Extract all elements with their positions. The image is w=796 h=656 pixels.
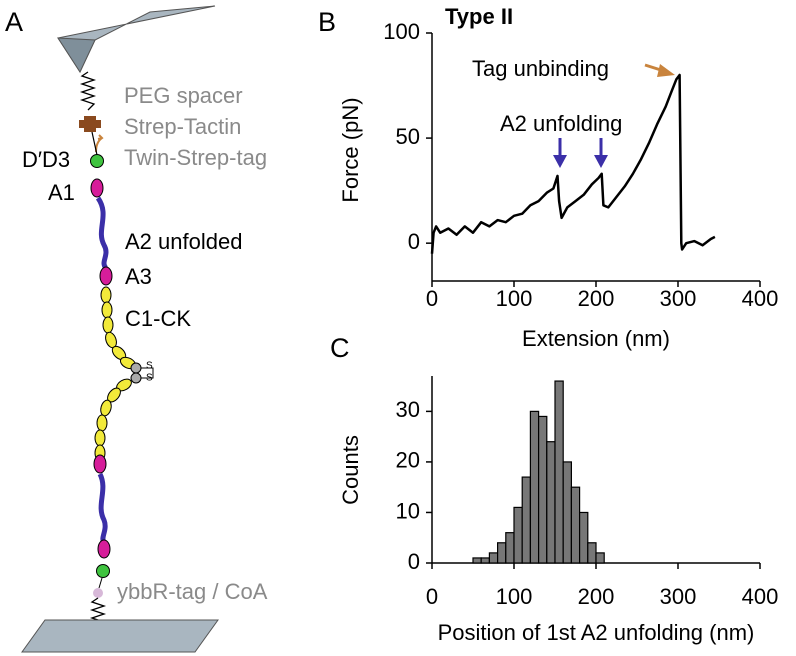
histogram-bar xyxy=(480,557,491,564)
diagram-label: Twin-Strep-tag xyxy=(124,145,267,170)
a1-domain xyxy=(90,178,104,198)
ybbr-tag xyxy=(93,588,103,598)
x-axis-label: Position of 1st A2 unfolding (nm) xyxy=(438,620,755,645)
histogram-bar xyxy=(562,461,573,564)
y-tick-label: 50 xyxy=(396,124,420,149)
histogram-bar xyxy=(505,532,515,564)
ck-knot xyxy=(130,362,142,374)
x-tick-label: 300 xyxy=(660,286,697,311)
histogram-bar xyxy=(578,511,589,564)
diagram-label: C1-CK xyxy=(125,306,191,331)
diagram-label: D′D3 xyxy=(22,147,70,172)
ck-knot xyxy=(130,372,142,384)
diagram-label: PEG spacer xyxy=(124,83,243,108)
x-tick-label: 400 xyxy=(742,286,779,311)
diagram-label: A2 unfolded xyxy=(125,229,242,254)
diagram-label: A1 xyxy=(48,180,75,205)
linker xyxy=(91,131,98,156)
a2-unfolded xyxy=(97,472,108,544)
diagram-label: Strep-Tactin xyxy=(124,114,241,139)
y-tick-label: 0 xyxy=(408,229,420,254)
linker xyxy=(98,577,103,589)
x-tick-label: 200 xyxy=(578,286,615,311)
annotation: Tag unbinding xyxy=(472,56,609,81)
histogram-bar xyxy=(595,552,605,564)
peg-spring xyxy=(79,71,97,111)
y-tick-label: 30 xyxy=(396,397,420,422)
x-tick-label: 0 xyxy=(426,584,438,609)
histogram-bar xyxy=(529,410,540,564)
panel-letter: C xyxy=(330,333,350,363)
x-tick-label: 100 xyxy=(496,584,533,609)
histogram-bar xyxy=(488,552,499,564)
a3-domain xyxy=(99,266,113,286)
disulfide xyxy=(141,367,154,379)
disulfide-label: S xyxy=(146,373,153,384)
y-axis-label: Counts xyxy=(338,435,363,505)
y-tick-label: 0 xyxy=(408,549,420,574)
force-trace xyxy=(430,73,716,254)
disulfide-label: S xyxy=(146,361,153,372)
histogram-bar xyxy=(537,415,548,564)
diagram-label: A3 xyxy=(125,264,152,289)
histogram-bar xyxy=(587,542,597,564)
dd3-domain xyxy=(90,154,104,168)
diagram-label: ybbR-tag / CoA xyxy=(117,579,268,604)
chart-title: Type II xyxy=(445,4,513,29)
histogram-bar xyxy=(497,542,507,564)
y-tick-label: 100 xyxy=(383,19,420,44)
x-tick-label: 200 xyxy=(578,584,615,609)
dd3-domain xyxy=(96,564,110,578)
surface xyxy=(21,619,219,653)
x-axis-label: Extension (nm) xyxy=(522,326,670,351)
histogram-bar xyxy=(546,441,556,564)
annotation-arrows xyxy=(553,63,675,168)
panel-letter: A xyxy=(5,7,23,37)
a3-domain xyxy=(93,454,107,474)
x-tick-label: 400 xyxy=(742,584,779,609)
y-tick-label: 20 xyxy=(396,448,420,473)
y-axis-label: Force (pN) xyxy=(338,97,363,202)
y-tick-label: 10 xyxy=(396,498,420,523)
x-tick-label: 300 xyxy=(660,584,697,609)
a1-domain xyxy=(97,539,111,559)
c-domains xyxy=(94,286,137,462)
x-tick-label: 0 xyxy=(426,286,438,311)
x-tick-label: 100 xyxy=(496,286,533,311)
annotation: A2 unfolding xyxy=(500,111,622,136)
tag-arrow xyxy=(95,134,104,153)
panel-letter: B xyxy=(318,7,336,37)
histogram-bar xyxy=(472,557,482,564)
strep-tactin xyxy=(79,116,101,132)
a2-unfolded xyxy=(95,196,109,270)
histogram-bar xyxy=(521,476,532,564)
histogram-bar xyxy=(513,506,523,564)
histogram-bar xyxy=(570,486,581,564)
histogram-bar xyxy=(554,380,564,564)
cantilever-tip xyxy=(57,37,96,74)
